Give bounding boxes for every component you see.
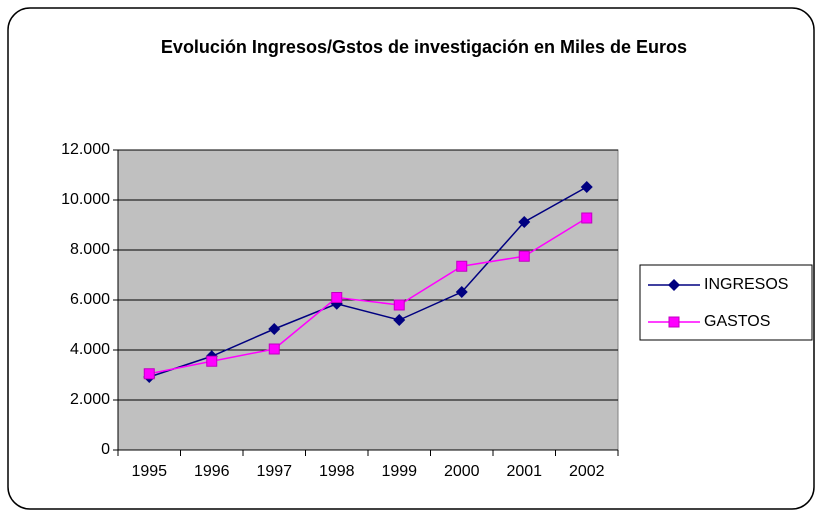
- chart-title: Evolución Ingresos/Gstos de investigació…: [160, 37, 688, 57]
- y-tick-label: 12.000: [61, 141, 110, 158]
- marker: [518, 250, 530, 262]
- marker: [580, 181, 593, 193]
- x-tick-label: 2002: [569, 463, 605, 480]
- marker: [143, 368, 155, 380]
- marker: [518, 216, 531, 228]
- marker: [331, 292, 343, 303]
- x-tick-label: 1995: [131, 463, 167, 480]
- y-tick-label: 6.000: [70, 291, 110, 308]
- marker: [268, 343, 280, 355]
- legend-label: INGRESOS: [704, 276, 788, 293]
- y-tick-label: 0: [101, 441, 110, 458]
- series-line: [149, 217, 588, 375]
- series-line: [149, 186, 588, 378]
- marker: [393, 314, 406, 326]
- marker: [268, 323, 281, 335]
- marker: [456, 260, 468, 272]
- x-tick-label: 2001: [506, 463, 542, 480]
- x-tick-label: 1997: [256, 463, 292, 480]
- y-tick-label: 10.000: [61, 191, 110, 208]
- x-tick-label: 1999: [381, 463, 417, 480]
- x-tick-label: 2000: [444, 463, 480, 480]
- x-tick-label: 1998: [319, 463, 355, 480]
- legend-marker: [668, 279, 680, 291]
- x-tick-label: 1996: [194, 463, 230, 480]
- legend-label: GASTOS: [704, 313, 770, 330]
- legend-marker: [668, 316, 680, 328]
- y-tick-label: 4.000: [70, 341, 110, 358]
- marker: [455, 286, 468, 298]
- y-tick-label: 2.000: [70, 391, 110, 408]
- y-tick-label: 8.000: [70, 241, 110, 258]
- marker: [393, 299, 405, 311]
- marker: [581, 212, 593, 224]
- marker: [206, 355, 218, 367]
